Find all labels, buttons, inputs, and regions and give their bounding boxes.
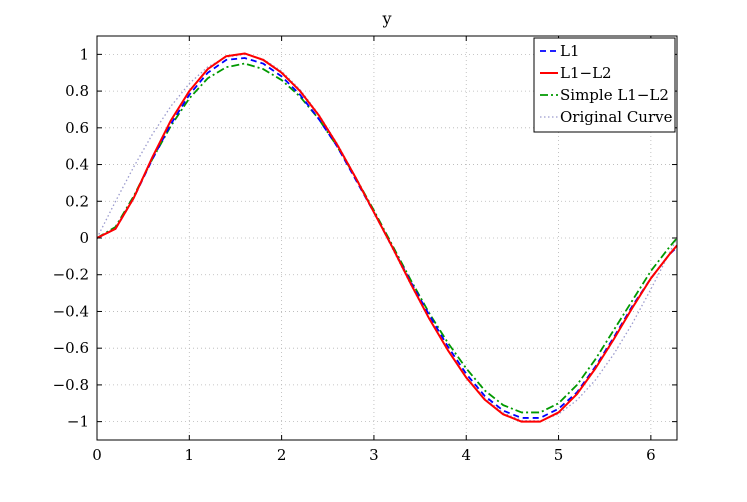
x-tick-label: 2 [277, 446, 287, 464]
x-tick-label: 1 [185, 446, 195, 464]
y-tick-label: 0.2 [65, 192, 89, 210]
series-line-2 [96, 62, 678, 414]
y-tick-label: −0.2 [53, 266, 89, 284]
y-tick-label: −0.4 [53, 302, 89, 320]
y-tick-label: 0.6 [65, 119, 89, 137]
x-tick-label: 3 [369, 446, 379, 464]
tick-layer: 0 1 2 3 4 5 6 −1 −0.8 −0.6 −0.4 −0.2 0 0.2 0.4 0.6 0.8 1 [53, 36, 677, 464]
y-tick-label: 0.4 [65, 156, 89, 174]
x-tick-label: 6 [646, 446, 656, 464]
y-tick-label: 1 [79, 45, 89, 63]
series-line-1 [96, 52, 678, 423]
y-tick-label: 0.8 [65, 82, 89, 100]
y-tick-label: −0.8 [53, 376, 89, 394]
x-tick-label: 5 [554, 446, 564, 464]
series-layer [96, 52, 678, 423]
legend-label-0: L1 [560, 42, 580, 60]
x-tick-label: 0 [92, 446, 102, 464]
x-tick-label: 4 [461, 446, 471, 464]
legend-label-1: L1−L2 [560, 64, 612, 82]
chart-title: y [381, 9, 391, 28]
legend: L1 L1−L2 Simple L1−L2 Original Curve [533, 37, 676, 133]
y-tick-label: 0 [79, 229, 89, 247]
legend-label-3: Original Curve [560, 108, 673, 126]
series-line-0 [96, 57, 678, 419]
y-tick-label: −0.6 [53, 339, 89, 357]
y-tick-label: −1 [67, 413, 89, 431]
legend-label-2: Simple L1−L2 [560, 86, 669, 104]
legend-box [533, 37, 676, 133]
